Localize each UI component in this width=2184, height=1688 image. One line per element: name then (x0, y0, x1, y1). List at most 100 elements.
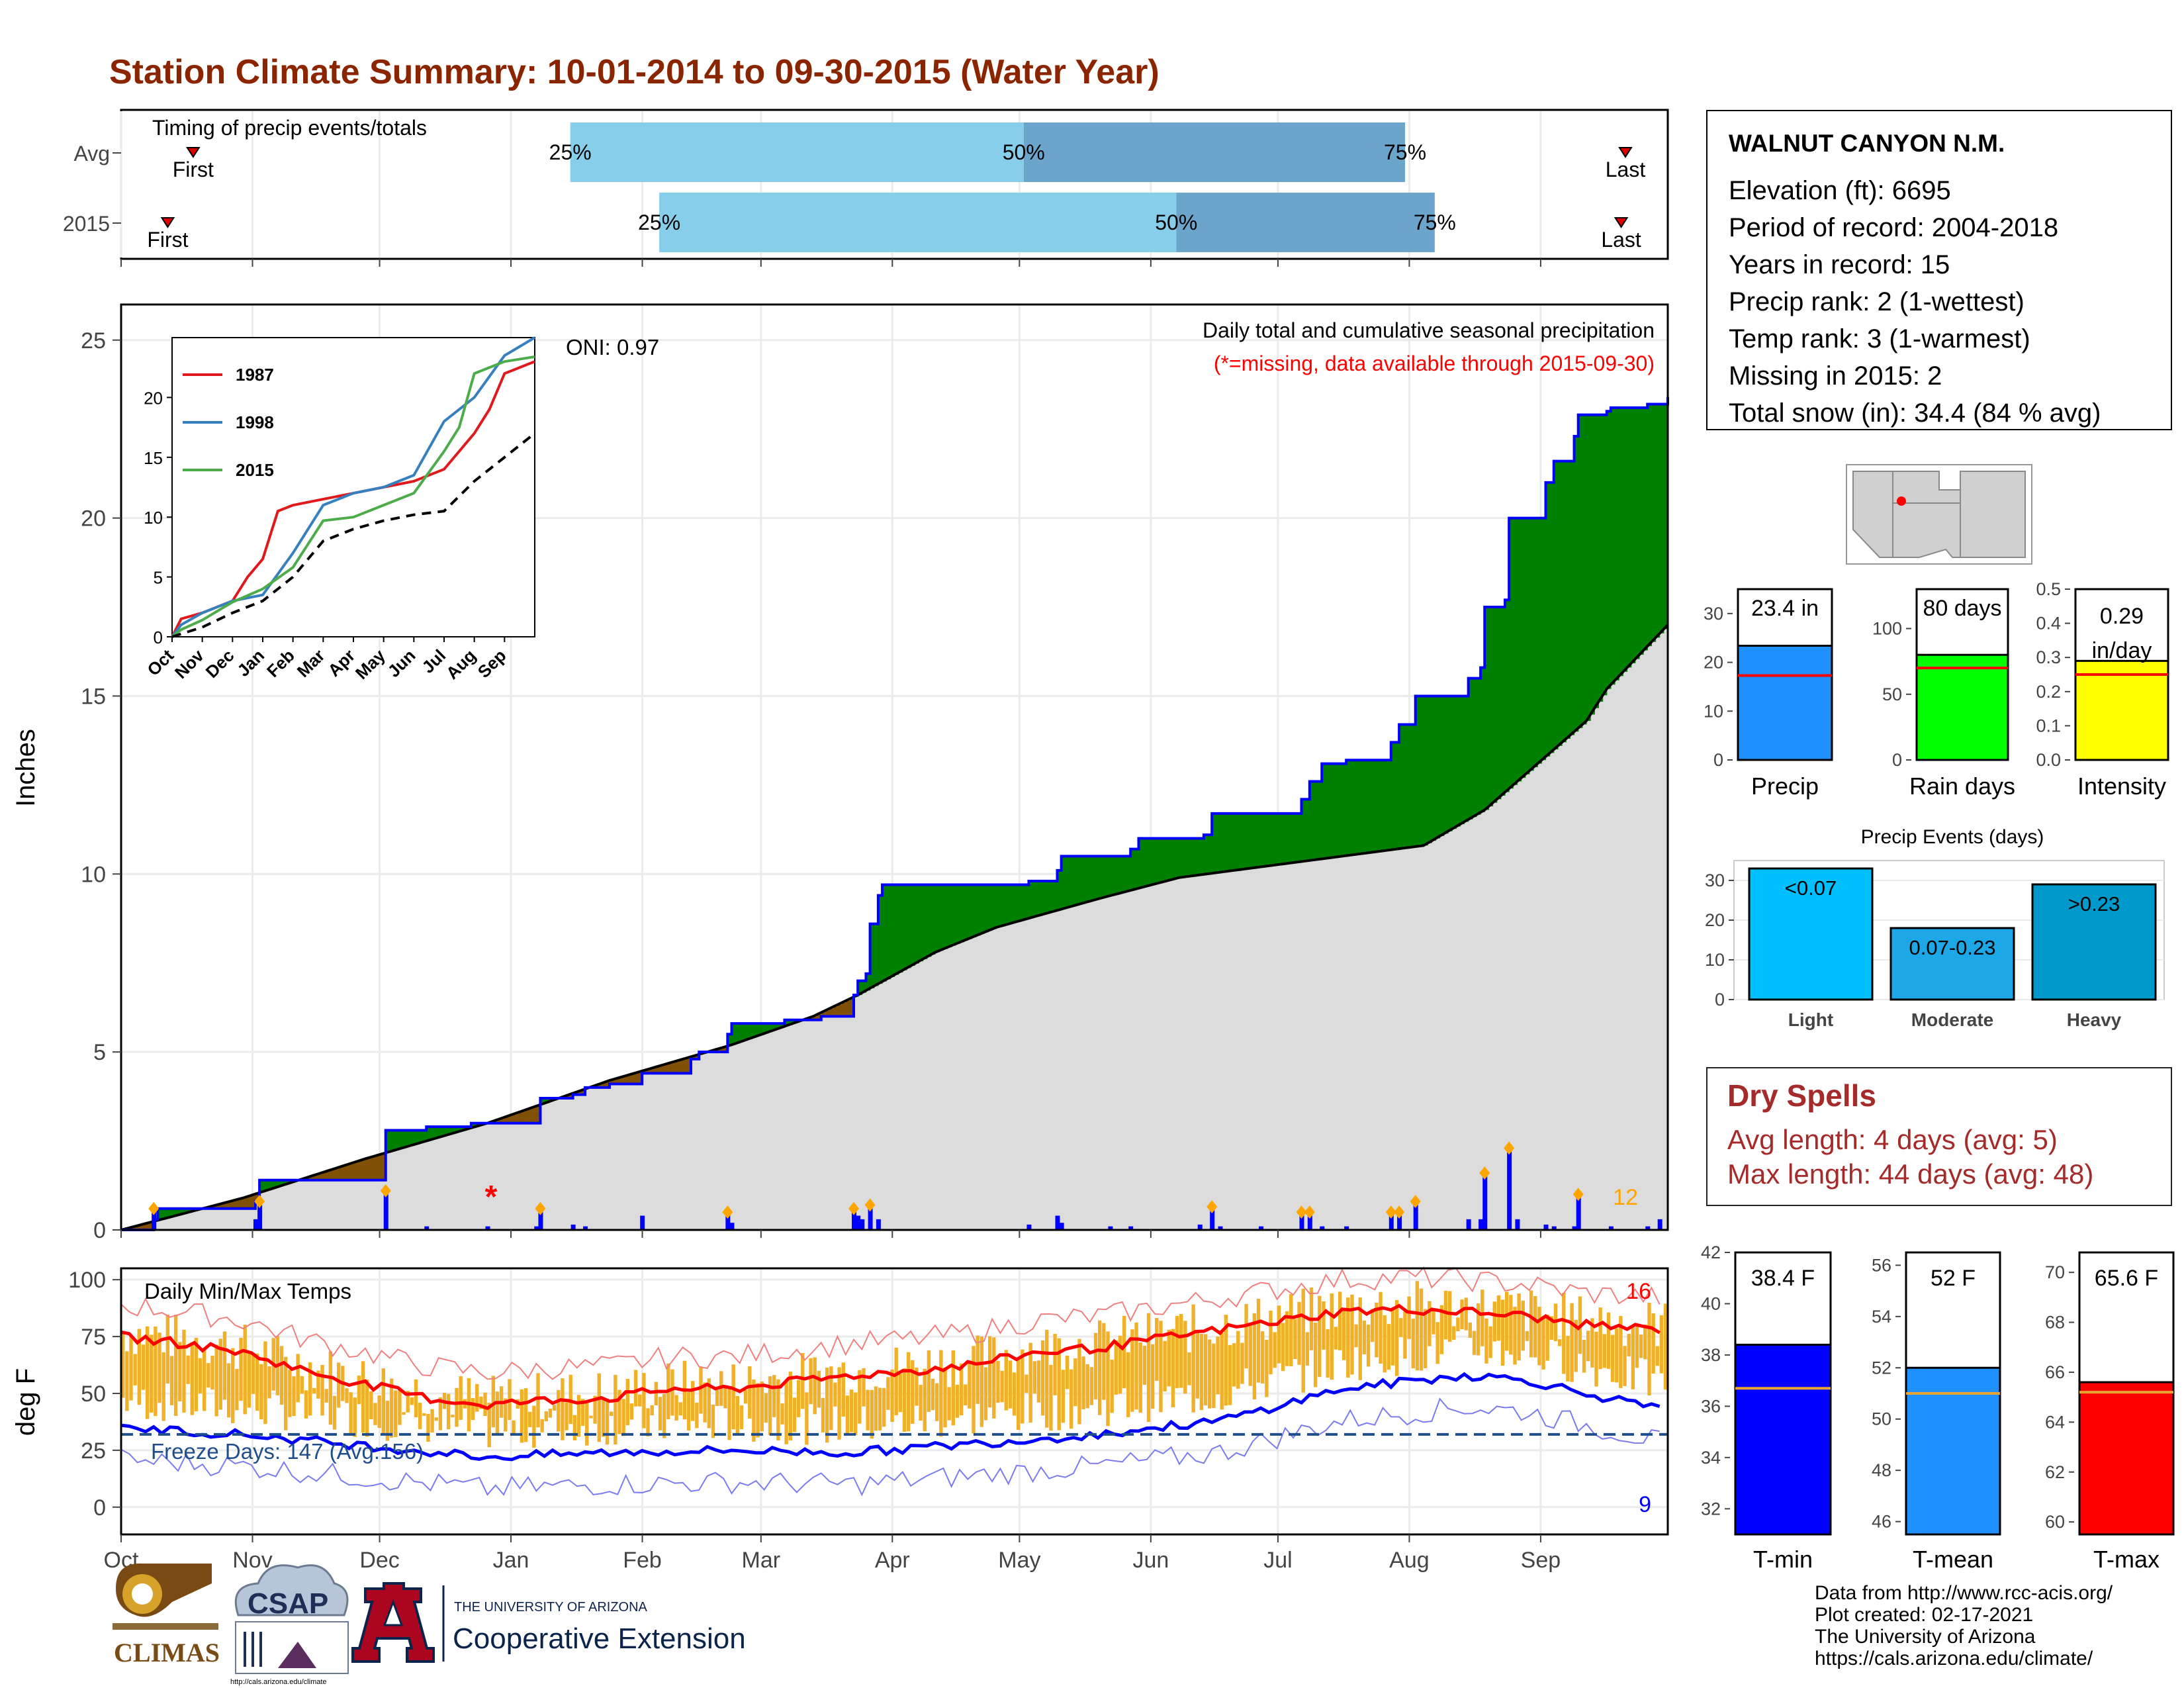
temp-bar-value-label: 38.4 F (1751, 1266, 1815, 1291)
below-avg-area (576, 1092, 582, 1095)
daily-temp-bar (983, 1367, 988, 1421)
above-avg-area (1476, 678, 1481, 815)
above-avg-area (275, 1180, 281, 1188)
daily-precip-bar (1515, 1219, 1520, 1230)
below-avg-area (695, 1055, 700, 1059)
below-avg-area (133, 1227, 138, 1230)
above-avg-area (972, 884, 977, 938)
above-avg-area (1643, 407, 1648, 651)
daily-temp-bar (784, 1380, 788, 1444)
daily-temp-bar (1216, 1336, 1220, 1395)
daily-temp-bar (890, 1369, 894, 1422)
daily-temp-bar (809, 1358, 813, 1405)
temp-bar-y-tick-label: 54 (1872, 1307, 1891, 1327)
daily-temp-bar (1256, 1298, 1261, 1383)
daily-temp-bar (353, 1397, 357, 1437)
station-elevation: Elevation (ft): 6695 (1729, 176, 1951, 205)
above-avg-area (1659, 404, 1664, 633)
mini-bar (1915, 653, 2009, 761)
mini-y-tick-label: 0.0 (2036, 750, 2061, 770)
daily-temp-bar (1102, 1323, 1106, 1400)
daily-temp-bar (300, 1376, 304, 1394)
precip-events-panel: 0 10 20 30 <0.07 Light 0.07-0.23 Moderate >0.23 H… (1705, 826, 2165, 1030)
daily-temp-bar (1081, 1356, 1085, 1410)
daily-temp-bar (735, 1395, 740, 1434)
daily-temp-bar (1281, 1323, 1285, 1372)
above-avg-area (1334, 763, 1339, 858)
daily-temp-bar (670, 1369, 674, 1416)
snow-marker (1206, 1200, 1218, 1214)
daily-temp-bar (235, 1368, 239, 1411)
daily-temp-bar (1248, 1325, 1252, 1386)
daily-temp-bar (1057, 1338, 1061, 1430)
y-tick-label: 20 (81, 506, 106, 532)
above-avg-area (186, 1208, 191, 1213)
mini-y-tick-label: 0.1 (2036, 716, 2061, 735)
daily-temp-bar (1118, 1335, 1122, 1394)
above-avg-area (1252, 813, 1257, 868)
below-avg-area (516, 1113, 521, 1123)
above-avg-area (1261, 813, 1265, 867)
above-avg-area (263, 1180, 268, 1192)
daily-precip-bar (1482, 1172, 1488, 1230)
daily-precip-bar (640, 1215, 645, 1230)
daily-temp-bar (284, 1356, 288, 1430)
above-avg-area (1496, 607, 1502, 800)
above-avg-area (1224, 813, 1229, 872)
daily-temp-bar (833, 1382, 837, 1407)
daily-temp-bar (1269, 1310, 1273, 1375)
timing-p50-label: 50% (1155, 211, 1197, 234)
daily-precip-bar (424, 1226, 430, 1230)
above-avg-area (1566, 461, 1570, 739)
avg-min-line (120, 1372, 1661, 1462)
above-avg-area (1379, 760, 1384, 852)
above-avg-area (1399, 724, 1404, 849)
daily-temp-bar (580, 1399, 585, 1427)
above-avg-area (1318, 781, 1322, 860)
above-avg-area (1338, 763, 1343, 857)
daily-temp-bar (1610, 1335, 1615, 1382)
above-avg-area (279, 1180, 285, 1186)
temp-bar-y-tick-label: 52 (1872, 1358, 1891, 1378)
daily-temp-bar (1602, 1334, 1606, 1368)
daily-temp-bar (1301, 1288, 1305, 1393)
daily-precip-bar (1507, 1148, 1512, 1230)
daily-temp-bar (304, 1390, 308, 1419)
daily-temp-bar (756, 1383, 760, 1438)
record-min-line (120, 1397, 1660, 1497)
above-avg-area (1110, 856, 1115, 896)
above-avg-area (1150, 838, 1156, 885)
daily-temp-bar (214, 1344, 218, 1417)
above-avg-area (1220, 813, 1225, 872)
above-avg-area (1102, 856, 1107, 898)
above-avg-area (426, 1127, 431, 1141)
daily-temp-bar (1375, 1302, 1379, 1358)
above-avg-area (182, 1208, 187, 1214)
above-avg-area (1049, 881, 1054, 913)
daily-temp-bar (1627, 1334, 1631, 1357)
daily-temp-bar (190, 1342, 194, 1415)
dry-spells-avg: Avg length: 4 days (avg: 5) (1727, 1124, 2058, 1155)
daily-temp-bar (198, 1358, 203, 1393)
temp-bar (1734, 1343, 1832, 1536)
daily-temp-bar (849, 1389, 854, 1432)
event-bar (2031, 883, 2157, 1001)
daily-temp-bar (1049, 1364, 1053, 1431)
daily-temp-bar (788, 1371, 792, 1441)
daily-temp-bar (165, 1314, 170, 1384)
credit-line: https://cals.arizona.edu/climate/ (1815, 1648, 2093, 1669)
above-avg-area (886, 884, 891, 980)
inset-series-1998 (171, 336, 536, 638)
daily-temp-bar (186, 1355, 190, 1384)
daily-temp-bar (1500, 1299, 1505, 1366)
first-label: First (173, 158, 214, 181)
climas-text: CLIMAS (114, 1638, 220, 1667)
above-avg-area (1635, 407, 1640, 659)
daily-precip-bar (860, 1219, 865, 1230)
above-avg-area (1415, 696, 1420, 847)
daily-temp-bar (194, 1338, 199, 1411)
above-avg-area (1472, 678, 1477, 818)
daily-temp-bar (1187, 1352, 1191, 1385)
daily-precip-bar (538, 1208, 543, 1230)
above-avg-area (1627, 407, 1632, 668)
